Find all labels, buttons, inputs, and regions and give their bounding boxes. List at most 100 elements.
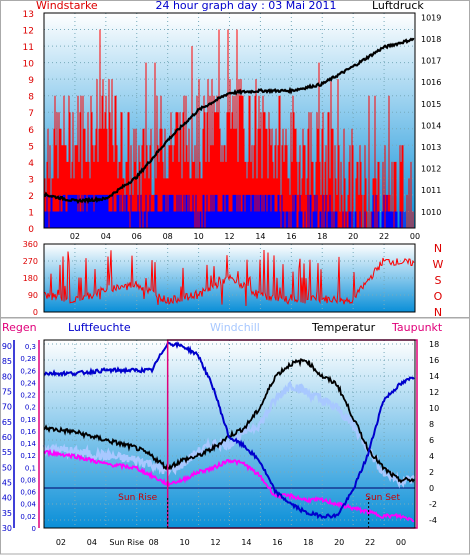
direction-tick-label: 90 [28, 291, 38, 300]
wind-tick-label: 2 [28, 192, 34, 202]
wind-tick-label: 13 [23, 10, 34, 20]
x-tick-label: 04 [87, 538, 97, 547]
pressure-tick-label: 1010 [421, 208, 441, 217]
x-tick-label: 22 [379, 232, 389, 241]
pressure-tick-label: 1018 [421, 35, 441, 44]
humidity-tick-label: 90 [2, 342, 12, 351]
direction-label: O [434, 290, 443, 303]
rain-tick-label: 0,24 [20, 379, 36, 387]
rain-tick-label: 0,22 [20, 392, 36, 400]
legend-taupunkt: Taupunkt [391, 321, 443, 334]
rain-tick-label: 0,08 [20, 476, 36, 484]
direction-tick-label: 180 [23, 274, 38, 283]
x-tick-label: 00 [396, 538, 406, 547]
humidity-tick-label: 40 [2, 494, 12, 503]
sun-set-label: Sun Set [365, 493, 400, 503]
x-tick-label: 16 [272, 538, 282, 547]
x-tick-label: 08 [149, 538, 159, 547]
rain-tick-label: 0 [32, 525, 36, 533]
x-tick-label: Sun Rise [109, 538, 144, 547]
temp-tick-label: 8 [429, 420, 434, 429]
x-tick-label: 18 [303, 538, 313, 547]
temp-tick-label: -4 [429, 516, 437, 525]
wind-tick-label: 10 [23, 60, 35, 70]
direction-tick-label: 0 [33, 308, 38, 317]
humidity-tick-label: 80 [2, 372, 12, 381]
direction-tick-label: 360 [23, 240, 38, 249]
x-tick-label: 20 [334, 538, 344, 547]
rain-tick-label: 0,02 [20, 513, 36, 521]
sun-rise-label: Sun Rise [118, 493, 157, 503]
x-tick-label: 12 [224, 232, 234, 241]
wind-tick-label: 6 [28, 126, 34, 136]
pressure-tick-label: 1011 [421, 186, 441, 195]
direction-line [43, 249, 415, 307]
wind-tick-label: 8 [28, 93, 34, 103]
humidity-tick-label: 60 [2, 433, 12, 442]
left-axis-title: Windstarke [36, 0, 98, 12]
wind-tick-label: 4 [28, 159, 34, 169]
legend-windchill: Windchill [210, 321, 260, 334]
humidity-tick-label: 75 [2, 388, 12, 397]
panel-wind-frame [43, 12, 416, 229]
wind-tick-label: 9 [28, 76, 34, 86]
x-tick-label: 10 [179, 538, 189, 547]
right-axis-title: Luftdruck [372, 0, 424, 12]
humidity-tick-label: 30 [2, 524, 12, 533]
wind-tick-label: 12 [23, 27, 34, 37]
temp-tick-label: 14 [429, 372, 439, 381]
pressure-tick-label: 1016 [421, 78, 441, 87]
direction-label: W [433, 258, 444, 271]
x-tick-label: 22 [365, 538, 375, 547]
x-tick-label: 08 [163, 232, 173, 241]
pressure-tick-label: 1017 [421, 57, 441, 66]
dewpoint-line [43, 448, 415, 523]
wind-tick-label: 11 [23, 43, 34, 53]
wind-tick-label: 1 [28, 208, 34, 218]
wind-tick-label: 5 [28, 142, 34, 152]
chart-title: 24 hour graph day : 03 Mai 2011 [155, 0, 336, 12]
rain-tick-label: 0,14 [20, 440, 36, 448]
x-tick-label: 02 [70, 232, 80, 241]
humidity-tick-label: 70 [2, 403, 12, 412]
humidity-tick-label: 55 [2, 448, 12, 457]
rain-tick-label: 0,26 [20, 367, 36, 375]
rain-tick-label: 0,1 [25, 464, 36, 472]
rain-tick-label: 0,12 [20, 452, 36, 460]
x-tick-label: 04 [101, 232, 111, 241]
x-tick-label: 06 [132, 232, 142, 241]
temp-tick-label: 4 [429, 452, 434, 461]
pressure-tick-label: 1019 [421, 13, 441, 22]
rain-tick-label: 0,2 [25, 404, 36, 412]
humidity-line [44, 341, 415, 520]
x-tick-label: 20 [348, 232, 358, 241]
temp-tick-label: 2 [429, 468, 434, 477]
x-tick-label: 00 [410, 232, 420, 241]
x-tick-label: 12 [210, 538, 220, 547]
x-tick-label: 18 [317, 232, 327, 241]
panel-temp-frame [43, 339, 416, 529]
x-tick-label: 02 [56, 538, 66, 547]
windchill-line [42, 380, 416, 489]
rain-tick-label: 0,28 [20, 355, 36, 363]
humidity-tick-label: 65 [2, 418, 12, 427]
legend-luftfeuchte: Luftfeuchte [68, 321, 131, 334]
humidity-tick-label: 85 [2, 357, 12, 366]
pressure-tick-label: 1014 [421, 121, 441, 130]
direction-tick-label: 270 [23, 257, 38, 266]
temp-tick-label: 6 [429, 436, 434, 445]
direction-label: S [435, 274, 442, 287]
temp-tick-label: 10 [429, 404, 439, 413]
legend-regen: Regen [2, 321, 37, 334]
pressure-line [43, 37, 415, 205]
rain-tick-label: 0,16 [20, 428, 36, 436]
x-tick-label: 14 [241, 538, 251, 547]
wind-tick-label: 0 [28, 225, 34, 235]
humidity-tick-label: 35 [2, 509, 12, 518]
temp-tick-label: 0 [429, 484, 434, 493]
pressure-tick-label: 1013 [421, 143, 441, 152]
direction-label: N [434, 242, 442, 255]
